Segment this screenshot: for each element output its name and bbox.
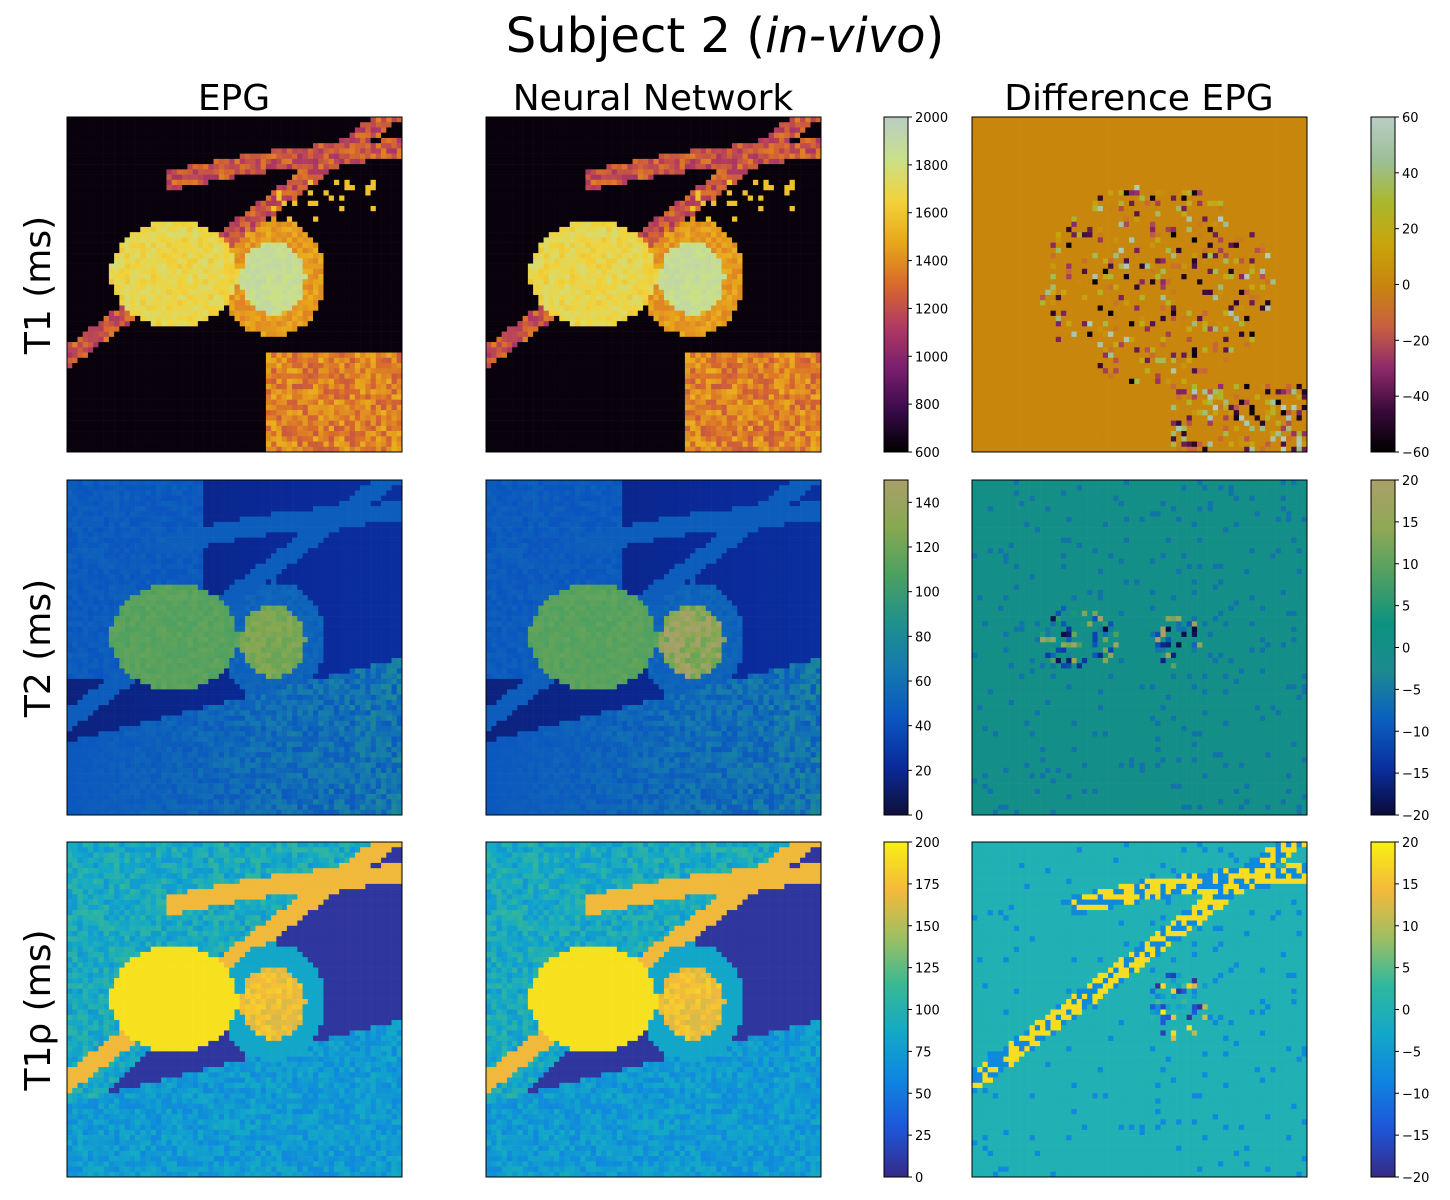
- panel-t2-neural-network: [486, 480, 821, 815]
- colorbar-tick-label: 0: [1402, 279, 1410, 294]
- colorbar-tick-label: 40: [915, 720, 932, 735]
- colorbar-t1rho-difference: −20 −15 −10 −5 0 5 10 15 20: [1371, 836, 1429, 1186]
- colorbar-tick-label: 20: [1402, 223, 1419, 238]
- colorbar-t1rho: 0 25 50 75 100 125 150 175 200: [884, 836, 940, 1186]
- colorbar-tick-label: 0: [915, 809, 923, 824]
- row-label-t1rho: T1ρ (ms): [18, 929, 59, 1091]
- colorbar-gradient: [1371, 842, 1395, 1177]
- colorbar-tick-label: 600: [915, 446, 940, 461]
- colorbar-tick-label: −10: [1402, 725, 1429, 740]
- colorbar-tick-label: 0: [1402, 642, 1410, 657]
- figure-title: Subject 2 (in-vivo): [506, 8, 945, 64]
- colorbar-tick-label: 1400: [915, 255, 948, 270]
- colorbar-tick-label: 0: [915, 1171, 923, 1186]
- colorbar-gradient: [1371, 117, 1395, 452]
- colorbar-tick-label: 120: [915, 541, 940, 556]
- colorbar-tick-label: 800: [915, 398, 940, 413]
- colorbar-tick-label: 40: [1402, 167, 1419, 182]
- colorbar-tick-label: −5: [1402, 683, 1421, 698]
- panel-t1-neural-network: [486, 117, 821, 452]
- colorbar-tick-label: 15: [1402, 516, 1419, 531]
- colorbar-tick-label: 150: [915, 920, 940, 935]
- colorbar-tick-label: −15: [1402, 767, 1429, 782]
- column-title-difference-epg: Difference EPG: [1004, 78, 1273, 119]
- colorbar-tick-label: 125: [915, 962, 940, 977]
- panel-t2-epg: [67, 480, 402, 815]
- colorbar-tick-label: 100: [915, 1004, 940, 1019]
- colorbar-gradient: [884, 480, 908, 815]
- colorbar-tick-label: 10: [1402, 920, 1419, 935]
- colorbar-tick-label: 50: [915, 1087, 932, 1102]
- colorbar-t1: 600 800 1000 1200 1400 1600 1800 2000: [884, 111, 948, 461]
- colorbar-t2-difference: −20 −15 −10 −5 0 5 10 15 20: [1371, 474, 1429, 824]
- colorbar-tick-label: −5: [1402, 1045, 1421, 1060]
- colorbar-tick-label: 1200: [915, 302, 948, 317]
- colorbar-tick-label: 20: [1402, 836, 1419, 851]
- colorbar-tick-label: 1000: [915, 350, 948, 365]
- colorbar-tick-label: 100: [915, 586, 940, 601]
- colorbar-tick-label: 1800: [915, 159, 948, 174]
- panel-t1rho-neural-network: [486, 842, 821, 1177]
- colorbar-tick-label: 2000: [915, 111, 948, 126]
- colorbar-tick-label: 5: [1402, 600, 1410, 615]
- colorbar-tick-label: 1600: [915, 207, 948, 222]
- colorbar-tick-label: 80: [915, 630, 932, 645]
- colorbar-gradient: [884, 117, 908, 452]
- colorbar-tick-label: 10: [1402, 558, 1419, 573]
- colorbar-tick-label: −40: [1402, 390, 1429, 405]
- colorbar-tick-label: 15: [1402, 878, 1419, 893]
- panel-t2-difference: [972, 480, 1307, 815]
- colorbar-gradient: [1371, 480, 1395, 815]
- colorbar-t2: 0 20 40 60 80 100 120 140: [884, 480, 940, 824]
- colorbar-tick-label: 75: [915, 1045, 932, 1060]
- row-label-t2: T2 (ms): [18, 579, 59, 718]
- column-title-epg: EPG: [198, 78, 270, 119]
- panel-t1-epg: [67, 117, 402, 452]
- colorbar-tick-label: −20: [1402, 1171, 1429, 1186]
- colorbar-tick-label: 20: [1402, 474, 1419, 489]
- panel-t1rho-epg: [67, 842, 402, 1177]
- colorbar-tick-label: 175: [915, 878, 940, 893]
- colorbar-tick-label: 20: [915, 764, 932, 779]
- colorbar-tick-label: −20: [1402, 809, 1429, 824]
- panel-t1-difference: [972, 117, 1307, 452]
- colorbar-tick-label: 0: [1402, 1004, 1410, 1019]
- colorbar-tick-label: −10: [1402, 1087, 1429, 1102]
- column-title-neural-network: Neural Network: [513, 78, 794, 119]
- colorbar-tick-label: 60: [1402, 111, 1419, 126]
- row-label-t1: T1 (ms): [18, 216, 59, 355]
- colorbar-gradient: [884, 842, 908, 1177]
- colorbar-tick-label: 140: [915, 496, 940, 511]
- figure: Subject 2 (in-vivo) EPG Neural Network D…: [0, 0, 1450, 1200]
- colorbar-tick-label: 200: [915, 836, 940, 851]
- colorbar-tick-label: −60: [1402, 446, 1429, 461]
- colorbar-tick-label: 25: [915, 1129, 932, 1144]
- colorbar-tick-label: −20: [1402, 334, 1429, 349]
- colorbar-tick-label: 5: [1402, 962, 1410, 977]
- panel-t1rho-difference: [972, 842, 1307, 1177]
- colorbar-t1-difference: −60 −40 −20 0 20 40 60: [1371, 111, 1429, 461]
- colorbar-tick-label: 60: [915, 675, 932, 690]
- colorbar-tick-label: −15: [1402, 1129, 1429, 1144]
